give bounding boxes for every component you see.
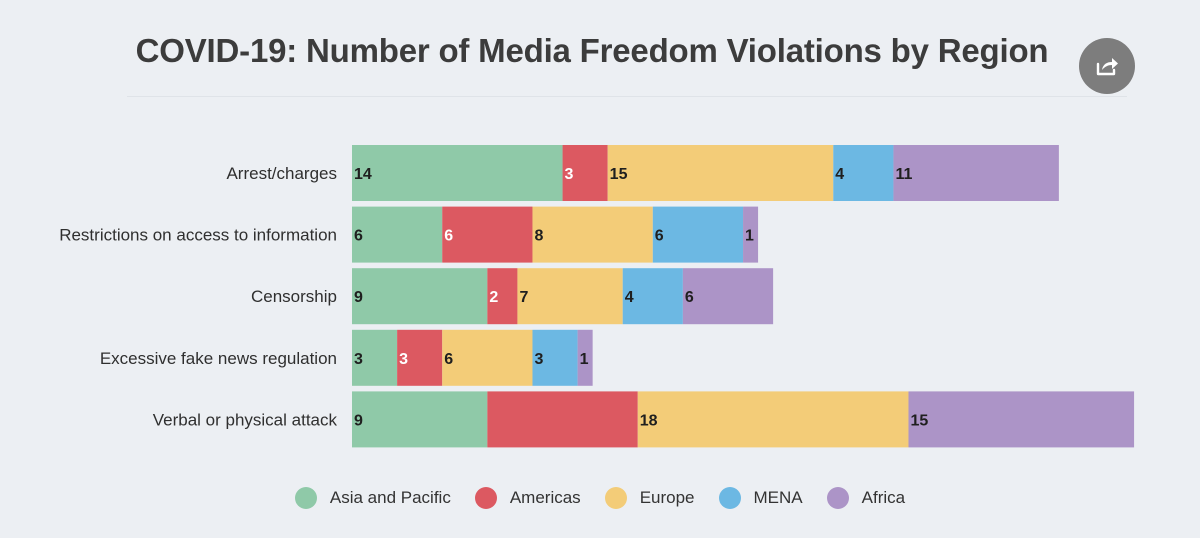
bar-asia-and-pacific-restrictions-on-access-to-information[interactable] bbox=[352, 206, 443, 263]
bar-asia-and-pacific-verbal-or-physical-attack[interactable] bbox=[352, 391, 488, 448]
legend-swatch bbox=[604, 487, 627, 509]
bar-americas-censorship[interactable] bbox=[487, 268, 518, 325]
bar-europe-excessive-fake-news-regulation[interactable] bbox=[442, 329, 533, 386]
data-label: 3 bbox=[534, 351, 543, 368]
data-label: 4 bbox=[625, 289, 634, 306]
bar-asia-and-pacific-excessive-fake-news-regulation[interactable] bbox=[352, 329, 398, 386]
data-label: 4 bbox=[835, 166, 844, 183]
bar-europe-restrictions-on-access-to-information[interactable] bbox=[532, 206, 653, 263]
data-label: 3 bbox=[354, 351, 363, 368]
data-label: 3 bbox=[565, 166, 574, 183]
bar-africa-restrictions-on-access-to-information[interactable] bbox=[743, 206, 759, 263]
legend-swatch bbox=[826, 487, 849, 509]
bar-africa-censorship[interactable] bbox=[682, 268, 774, 325]
data-label: 6 bbox=[685, 289, 694, 306]
category-label: Verbal or physical attack bbox=[153, 410, 338, 429]
data-label: 11 bbox=[895, 166, 912, 183]
data-label: 15 bbox=[610, 166, 628, 183]
bar-americas-restrictions-on-access-to-information[interactable] bbox=[442, 206, 533, 263]
bar-europe-verbal-or-physical-attack[interactable] bbox=[637, 391, 909, 448]
chart-title: COVID-19: Number of Media Freedom Violat… bbox=[135, 32, 1049, 69]
bar-americas-verbal-or-physical-attack[interactable] bbox=[487, 391, 638, 448]
data-label: 6 bbox=[444, 228, 453, 245]
bar-africa-excessive-fake-news-regulation[interactable] bbox=[577, 329, 593, 386]
data-label: 9 bbox=[354, 412, 363, 429]
legend-label: Americas bbox=[509, 488, 581, 507]
bar-europe-censorship[interactable] bbox=[517, 268, 623, 325]
legend-label: MENA bbox=[753, 488, 803, 507]
data-label: 1 bbox=[745, 228, 754, 245]
bar-americas-excessive-fake-news-regulation[interactable] bbox=[397, 329, 443, 386]
share-button[interactable] bbox=[1079, 38, 1135, 94]
category-label: Restrictions on access to information bbox=[59, 226, 337, 245]
legend-item-americas[interactable]: Americas bbox=[474, 487, 581, 509]
legend-swatch bbox=[718, 487, 741, 509]
data-label: 9 bbox=[354, 289, 363, 306]
legend-swatch bbox=[474, 487, 497, 509]
bar-asia-and-pacific-censorship[interactable] bbox=[352, 268, 488, 325]
legend-item-asia-and-pacific[interactable]: Asia and Pacific bbox=[294, 487, 451, 509]
legend-item-africa[interactable]: Africa bbox=[826, 487, 906, 509]
data-label: 6 bbox=[354, 228, 363, 245]
bar-mena-restrictions-on-access-to-information[interactable] bbox=[652, 206, 744, 263]
bar-africa-arrest-charges[interactable] bbox=[893, 145, 1059, 201]
data-label: 1 bbox=[580, 351, 589, 368]
legend-label: Africa bbox=[861, 488, 906, 507]
data-label: 15 bbox=[910, 412, 928, 429]
data-label: 6 bbox=[444, 351, 453, 368]
legend-item-europe[interactable]: Europe bbox=[604, 487, 695, 509]
category-label: Arrest/charges bbox=[226, 164, 337, 183]
bar-mena-arrest-charges[interactable] bbox=[833, 145, 894, 201]
bar-mena-censorship[interactable] bbox=[622, 268, 683, 325]
title-divider bbox=[127, 96, 1127, 97]
category-label: Censorship bbox=[251, 287, 337, 306]
legend: Asia and Pacific Americas Europe MENA Africa bbox=[0, 484, 1200, 512]
category-label: Excessive fake news regulation bbox=[100, 349, 337, 368]
data-label: 3 bbox=[399, 351, 408, 368]
data-label: 14 bbox=[354, 166, 372, 183]
bar-mena-excessive-fake-news-regulation[interactable] bbox=[532, 329, 578, 386]
legend-label: Europe bbox=[639, 488, 695, 507]
data-label: 6 bbox=[655, 228, 664, 245]
bar-africa-verbal-or-physical-attack[interactable] bbox=[908, 391, 1135, 448]
data-label: 2 bbox=[489, 289, 498, 306]
legend-item-mena[interactable]: MENA bbox=[718, 487, 803, 509]
bar-americas-arrest-charges[interactable] bbox=[562, 145, 608, 201]
share-icon bbox=[1096, 58, 1118, 76]
bar-europe-arrest-charges[interactable] bbox=[607, 145, 834, 201]
data-label: 8 bbox=[534, 228, 543, 245]
data-label: 7 bbox=[519, 289, 528, 306]
data-label: 18 bbox=[640, 412, 658, 429]
bar-asia-and-pacific-arrest-charges[interactable] bbox=[352, 145, 563, 201]
legend-label: Asia and Pacific bbox=[329, 488, 451, 507]
legend-swatch bbox=[294, 487, 317, 509]
